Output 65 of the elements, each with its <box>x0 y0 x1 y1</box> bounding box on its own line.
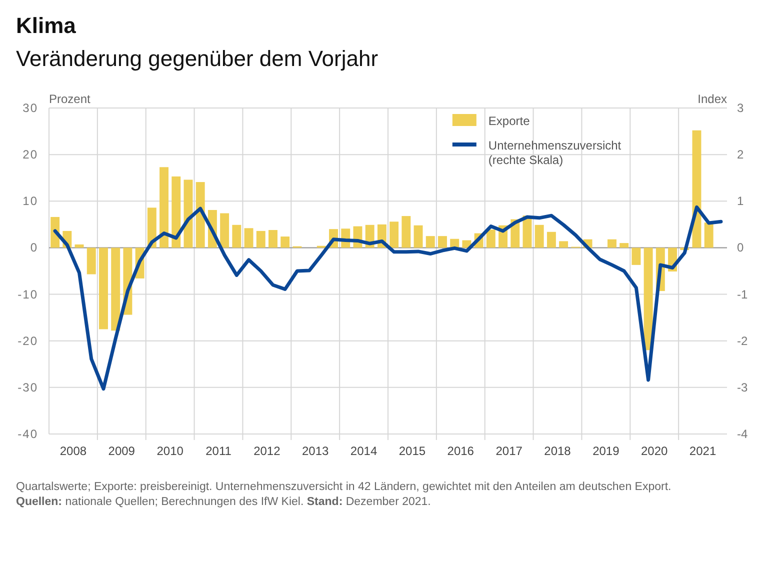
chart-title: Klima <box>16 13 77 38</box>
bar <box>111 248 120 331</box>
x-tick-label: 2014 <box>350 444 378 458</box>
chart-subtitle: Veränderung gegenüber dem Vorjahr <box>16 46 378 71</box>
bar <box>99 248 108 330</box>
y-tick-label: 20 <box>22 148 38 162</box>
y-tick-label: 0 <box>30 240 38 255</box>
bar <box>534 224 544 248</box>
bar <box>486 230 496 248</box>
bar <box>196 182 205 248</box>
bar <box>546 232 556 248</box>
y-axis-title: Prozent <box>49 92 92 106</box>
text: Quartalswerte; Exporte: preisbereinigt. Unternehmenszuversicht in 42 Ländern, gewichtet mit den Anteilen am deutschen Export. <box>16 481 672 493</box>
y2-tick-label: -1 <box>737 287 748 302</box>
x-tick-label: 2012 <box>254 444 281 458</box>
y2-tick-label: 2 <box>737 148 744 162</box>
bar <box>268 230 278 248</box>
x-tick-label: 2015 <box>398 444 426 458</box>
bar <box>438 236 447 248</box>
bar <box>644 248 653 350</box>
x-tick-label: 2021 <box>689 444 716 458</box>
y2-tick-label: -2 <box>737 334 748 348</box>
bar <box>256 230 266 248</box>
bar <box>244 228 254 248</box>
bar <box>704 222 714 248</box>
y2-tick-label: -3 <box>737 380 748 394</box>
legend-label: Unternehmenszuversicht (rechte Skala) <box>488 138 622 167</box>
x-tick-label: 2010 <box>156 444 184 458</box>
y-tick-label: 30 <box>22 101 38 115</box>
bar <box>608 239 616 248</box>
x-tick-label: 2008 <box>60 444 87 458</box>
y2-tick-label: 1 <box>737 194 744 208</box>
source-note: Quellen: nationale Quellen; Berechnungen des IfW Kiel. Stand: Dezember 2021. <box>16 496 431 508</box>
bar <box>232 224 242 248</box>
bar <box>559 241 568 248</box>
y2-tick-label: 0 <box>737 240 744 255</box>
x-tick-label: 2011 <box>206 444 232 458</box>
x-tick-label: 2009 <box>108 444 136 458</box>
y2-tick-label: -4 <box>737 427 748 441</box>
y-tick-label: -40 <box>18 427 38 441</box>
bar <box>632 248 641 265</box>
y-tick-label: -10 <box>18 287 38 302</box>
bar <box>402 216 411 248</box>
x-tick-label: 2017 <box>496 444 523 458</box>
y-tick-label: -30 <box>18 380 38 394</box>
y-tick-label: -20 <box>18 334 38 348</box>
y2-axis-title: Index <box>698 92 727 106</box>
bar <box>426 236 435 248</box>
bar <box>160 167 168 248</box>
bar <box>414 225 423 248</box>
x-tick-label: 2020 <box>641 444 668 458</box>
x-tick-label: 2013 <box>302 444 330 458</box>
x-tick-label: 2018 <box>544 444 572 458</box>
legend-label: Exporte <box>488 114 530 128</box>
bar <box>390 222 399 248</box>
bar <box>86 248 96 274</box>
x-tick-label: 2019 <box>592 444 620 458</box>
bar <box>280 236 290 248</box>
y-tick-label: 10 <box>22 194 38 208</box>
x-tick-label: 2016 <box>447 444 474 458</box>
line-series <box>53 205 723 391</box>
y2-tick-label: 3 <box>737 101 744 115</box>
bar <box>172 176 181 248</box>
bar <box>620 243 629 248</box>
bar <box>220 213 230 248</box>
